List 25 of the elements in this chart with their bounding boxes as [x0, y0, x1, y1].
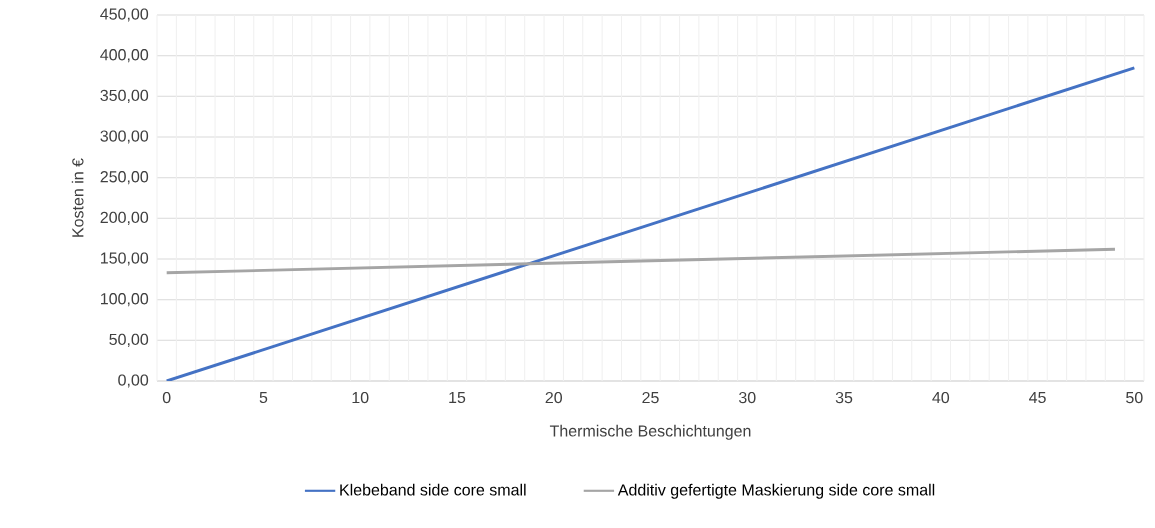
y-tick-label: 100,00	[101, 293, 149, 307]
x-tick-label: 20	[545, 391, 563, 404]
x-tick-label: 25	[642, 391, 659, 404]
x-axis-title: Thermische Beschichtungen	[549, 424, 751, 440]
y-axis-title: Kosten in €	[71, 158, 84, 237]
y-tick-label: 450,00	[100, 8, 149, 22]
x-tick-label: 30	[738, 391, 756, 404]
y-tick-label: 200,00	[100, 211, 149, 225]
y-tick-label: 50,00	[109, 333, 149, 347]
y-tick-label: 400,00	[100, 49, 149, 63]
x-tick-label: 0	[162, 391, 171, 404]
y-tick-label: 350,00	[100, 89, 149, 103]
legend-label: Klebeband side core small	[340, 483, 526, 496]
x-tick-label: 35	[835, 391, 853, 404]
x-tick-label: 40	[932, 391, 950, 404]
legend-label: Additiv gefertigte Maskierung side core small	[617, 483, 935, 499]
y-tick-label: 150,00	[101, 252, 149, 266]
x-tick-label: 45	[1029, 391, 1046, 404]
y-tick-label: 250,00	[100, 171, 149, 185]
y-tick-label: 300,00	[100, 130, 149, 144]
x-tick-label: 50	[1126, 391, 1143, 404]
y-tick-label: 0,00	[118, 374, 149, 388]
x-tick-label: 15	[449, 391, 466, 404]
x-tick-label: 5	[259, 391, 268, 404]
x-tick-label: 10	[352, 391, 369, 404]
